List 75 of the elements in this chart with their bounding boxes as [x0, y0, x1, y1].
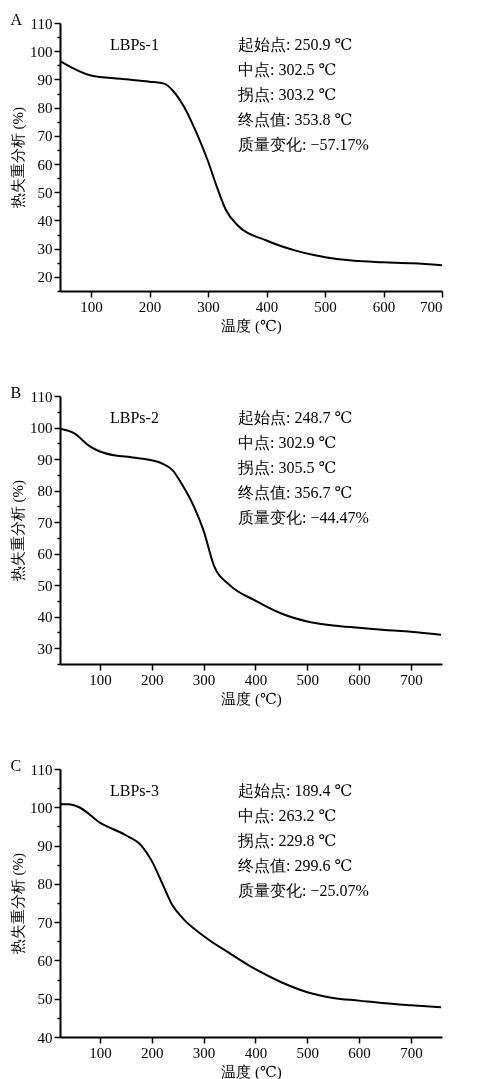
annotation: 拐点: 303.2 ℃	[237, 86, 337, 103]
x-tick-label: 300	[192, 1044, 216, 1061]
y-tick-label: 80	[37, 876, 53, 893]
x-tick-label: 600	[348, 1044, 371, 1061]
annotation: 起始点: 250.9 ℃	[238, 36, 353, 53]
x-tick-label: 700	[420, 298, 443, 315]
y-tick-label: 110	[30, 15, 53, 32]
x-tick-label: 100	[89, 1044, 112, 1061]
y-axis-title: 热失重分析 (%)	[10, 852, 27, 955]
y-tick-label: 20	[37, 269, 53, 286]
annotation: 质量变化: −57.17%	[238, 136, 369, 153]
x-tick-label: 600	[348, 671, 371, 688]
x-tick-label: 500	[296, 1044, 319, 1061]
annotation: 起始点: 248.7 ℃	[238, 409, 353, 426]
annotation: 中点: 302.5 ℃	[238, 61, 337, 78]
y-tick-label: 30	[37, 241, 53, 258]
annotation: 质量变化: −25.07%	[238, 882, 369, 899]
y-tick-label: 70	[37, 128, 53, 145]
y-tick-label: 70	[37, 514, 53, 531]
y-tick-label: 40	[37, 212, 53, 229]
x-axis-title: 温度 (℃)	[221, 690, 282, 708]
x-tick-label: 700	[400, 1044, 423, 1061]
series-label: LBPs-1	[110, 36, 159, 53]
y-tick-label: 50	[37, 184, 53, 201]
x-tick-label: 200	[140, 671, 164, 688]
x-tick-label: 700	[400, 671, 423, 688]
x-tick-label: 400	[244, 1044, 268, 1061]
annotation: 终点值: 356.7 ℃	[238, 484, 353, 501]
y-tick-label: 100	[30, 420, 53, 437]
chart-title: B	[10, 384, 22, 401]
x-tick-label: 300	[192, 671, 216, 688]
y-tick-label: 60	[37, 546, 53, 563]
annotation: 拐点: 305.5 ℃	[237, 459, 337, 476]
annotation: 终点值: 299.6 ℃	[238, 857, 353, 874]
annotation: 中点: 263.2 ℃	[238, 807, 337, 824]
annotation: 质量变化: −44.47%	[238, 509, 369, 526]
y-tick-label: 110	[30, 761, 53, 778]
x-tick-label: 200	[138, 298, 162, 315]
y-tick-label: 60	[37, 156, 53, 173]
x-tick-label: 300	[197, 298, 220, 315]
y-tick-label: 110	[30, 388, 53, 405]
y-axis-title: 热失重分析 (%)	[10, 479, 27, 582]
y-tick-label: 50	[37, 577, 53, 594]
y-tick-label: 100	[30, 43, 53, 60]
annotation: 起始点: 189.4 ℃	[238, 782, 353, 799]
x-tick-label: 600	[372, 298, 396, 315]
x-tick-label: 500	[314, 298, 337, 315]
chart-title: C	[10, 757, 22, 774]
y-tick-label: 80	[37, 483, 53, 500]
annotation: 终点值: 353.8 ℃	[238, 111, 353, 128]
x-tick-label: 100	[80, 298, 103, 315]
x-tick-label: 100	[89, 671, 112, 688]
y-tick-label: 70	[37, 914, 53, 931]
series-label: LBPs-2	[110, 409, 159, 426]
y-tick-label: 90	[37, 451, 53, 468]
y-tick-label: 80	[37, 100, 53, 117]
chart-title: A	[10, 11, 23, 28]
annotation: 中点: 302.9 ℃	[238, 434, 337, 451]
y-tick-label: 90	[37, 71, 53, 88]
y-tick-label: 60	[37, 952, 53, 969]
x-axis-title: 温度 (℃)	[221, 317, 282, 335]
y-tick-label: 90	[37, 838, 53, 855]
x-tick-label: 200	[140, 1044, 164, 1061]
x-tick-label: 400	[244, 671, 268, 688]
annotation: 拐点: 229.8 ℃	[237, 832, 337, 849]
y-tick-label: 30	[37, 640, 53, 657]
x-axis-title: 温度 (℃)	[221, 1063, 282, 1079]
y-tick-label: 40	[37, 1029, 53, 1046]
y-tick-label: 50	[37, 991, 53, 1008]
y-axis-title: 热失重分析 (%)	[10, 106, 27, 209]
x-tick-label: 500	[296, 671, 319, 688]
series-label: LBPs-3	[110, 782, 159, 799]
y-tick-label: 100	[30, 799, 53, 816]
y-tick-label: 40	[37, 609, 53, 626]
x-tick-label: 400	[255, 298, 279, 315]
